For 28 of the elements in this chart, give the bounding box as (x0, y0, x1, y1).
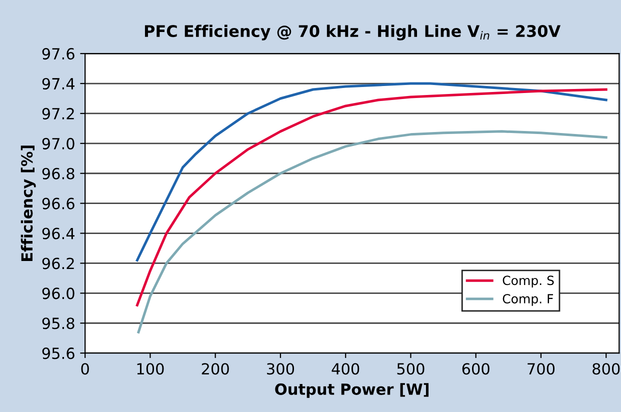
x-tick-label: 200 (202, 363, 229, 375)
y-axis-title: Efficiency [%] (20, 146, 36, 261)
y-tick-label: 95.6 (42, 348, 74, 360)
y-tick-label: 95.8 (42, 318, 74, 330)
x-tick-label: 0 (81, 363, 89, 375)
y-tick-label: 96.8 (42, 168, 74, 180)
legend-label: Comp. F (502, 294, 554, 306)
y-tick-label: 96.6 (42, 198, 74, 210)
x-tick-label: 100 (137, 363, 164, 375)
y-tick-label: 96.2 (42, 258, 74, 270)
x-tick-label: 600 (462, 363, 490, 375)
y-tick-label: 97.6 (42, 48, 74, 60)
y-tick-label: 97.0 (42, 138, 74, 150)
x-axis-title: Output Power [W] (275, 383, 429, 398)
x-tick-label: 800 (592, 363, 620, 375)
y-tick-label: 96.4 (42, 228, 74, 240)
x-tick-label: 700 (528, 363, 555, 375)
line-series (136, 88, 608, 306)
line-series (136, 82, 608, 262)
x-tick-label: 300 (267, 363, 294, 375)
chart-title: PFC Efficiency @ 70 kHz - High Line V$_{in}$ = 230V (144, 24, 561, 40)
y-tick-label: 97.4 (42, 78, 74, 90)
y-tick-label: 96.0 (42, 288, 74, 300)
x-tick-label: 500 (397, 363, 424, 375)
x-tick-label: 400 (332, 363, 360, 375)
y-tick-label: 97.2 (42, 108, 74, 120)
legend-label: Comp. S (502, 276, 554, 288)
line-series (137, 130, 608, 334)
